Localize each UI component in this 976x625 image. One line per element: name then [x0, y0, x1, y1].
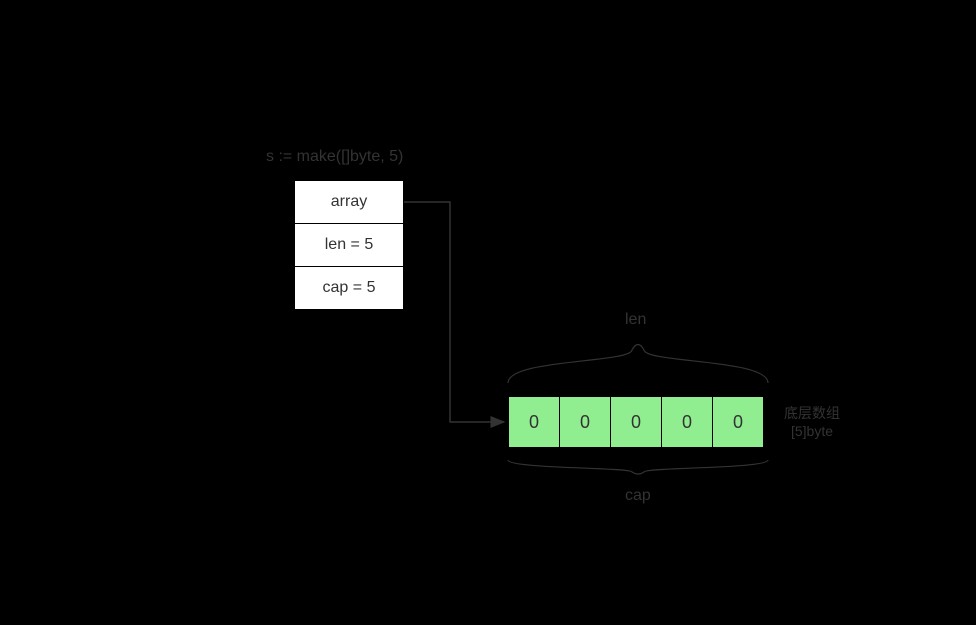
- array-cell-value: 0: [529, 412, 539, 433]
- struct-field-len-label: len = 5: [325, 236, 373, 254]
- array-cell: 0: [508, 396, 560, 448]
- array-cell-value: 0: [631, 412, 641, 433]
- underlying-array-label: 底层数组 [5]byte: [784, 404, 840, 440]
- array-cell-value: 0: [580, 412, 590, 433]
- underlying-array-label-line2: [5]byte: [791, 423, 833, 439]
- cap-label: cap: [625, 487, 651, 505]
- connector-layer: [0, 0, 976, 625]
- struct-field-cap-label: cap = 5: [323, 279, 376, 297]
- struct-field-cap: cap = 5: [294, 266, 404, 310]
- array-cell: 0: [712, 396, 764, 448]
- underlying-array-label-line1: 底层数组: [784, 405, 840, 421]
- pointer-arrow: [404, 202, 504, 422]
- code-title: s := make([]byte, 5): [266, 148, 403, 166]
- len-brace: [508, 345, 768, 384]
- struct-field-array-label: array: [331, 193, 367, 211]
- cap-brace: [508, 460, 768, 474]
- array-cell: 0: [559, 396, 611, 448]
- array-cell-value: 0: [682, 412, 692, 433]
- struct-field-len: len = 5: [294, 223, 404, 267]
- len-label: len: [625, 311, 646, 329]
- array-cell: 0: [661, 396, 713, 448]
- array-cell-value: 0: [733, 412, 743, 433]
- struct-field-array: array: [294, 180, 404, 224]
- array-cell: 0: [610, 396, 662, 448]
